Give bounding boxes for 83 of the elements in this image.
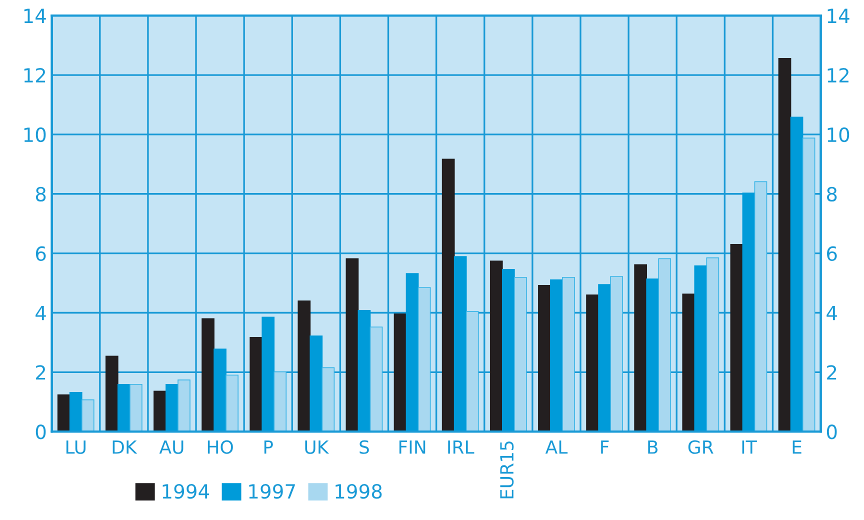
x-tick-label: UK	[305, 440, 330, 454]
x-tick-label: FIN	[399, 440, 426, 454]
bar	[778, 58, 792, 432]
bar	[57, 394, 70, 432]
bar	[406, 273, 419, 432]
bar	[105, 356, 118, 432]
bar	[118, 384, 130, 432]
x-tick-label: S	[360, 440, 369, 454]
x-tick-label: IT	[742, 440, 757, 454]
y-tick-label: 2	[36, 365, 46, 380]
bar	[802, 138, 816, 432]
y2-tick-label: 6	[827, 246, 837, 261]
y-tick-label: 10	[24, 127, 46, 142]
x-tick-label: AL	[545, 440, 568, 454]
bar	[298, 300, 311, 432]
bar	[466, 311, 479, 432]
bar	[226, 374, 238, 432]
bar	[154, 390, 166, 432]
y-tick-label: 4	[36, 306, 46, 320]
y2-tick-label: 14	[828, 8, 850, 23]
y-tick-label: 12	[24, 68, 46, 82]
bar	[454, 256, 467, 432]
bar	[202, 318, 214, 432]
x-tick-label: P	[264, 440, 273, 454]
bar	[490, 260, 503, 432]
bar	[178, 379, 190, 432]
bar	[370, 326, 383, 432]
bar	[214, 348, 226, 432]
y2-tick-label: 4	[826, 306, 837, 320]
bar	[358, 310, 371, 432]
y2-tick-label: 2	[827, 365, 836, 380]
bar	[262, 316, 275, 432]
bar	[310, 336, 323, 432]
bar	[682, 294, 696, 432]
bar	[694, 265, 708, 432]
bar	[646, 278, 660, 432]
y-tick-label: 14	[24, 8, 46, 23]
y2-tick-label: 10	[828, 127, 850, 142]
bar	[166, 384, 178, 432]
bar	[550, 279, 563, 432]
bar	[586, 294, 599, 432]
x-tick-label: GR	[688, 440, 714, 454]
bar	[250, 336, 263, 432]
bar	[394, 314, 407, 432]
y2-tick-label: 12	[828, 68, 848, 82]
x-tick-label: B	[648, 440, 658, 454]
bar	[610, 276, 623, 432]
legend-label: 1994	[162, 484, 210, 499]
y2-tick-label: 8	[826, 186, 837, 202]
y-tick-label: 8	[36, 186, 46, 202]
x-tick-label: F	[601, 440, 609, 454]
legend-label: 1998	[336, 484, 382, 499]
bar	[130, 384, 142, 432]
bar	[69, 392, 82, 432]
bar	[538, 284, 551, 432]
bar	[442, 158, 455, 432]
x-tick-label: DK	[112, 440, 138, 454]
y-tick-label: 6	[36, 246, 46, 261]
x-tick-label: EUR15	[500, 442, 514, 498]
x-tick-label: AU	[159, 440, 184, 454]
bar	[742, 192, 756, 432]
y2-tick-label: 0	[826, 424, 837, 440]
bar	[634, 264, 647, 432]
bar	[754, 181, 768, 432]
x-tick-label: E	[792, 440, 802, 454]
bar	[418, 287, 431, 432]
bar	[790, 116, 804, 432]
bar	[322, 367, 335, 432]
bar	[706, 257, 720, 432]
bar	[502, 268, 515, 432]
x-tick-label: LU	[66, 440, 86, 454]
bar	[81, 399, 94, 432]
legend-label: 1997	[249, 484, 295, 499]
y-tick-label: 0	[36, 424, 46, 440]
bar	[562, 276, 575, 432]
bar	[514, 276, 527, 432]
x-tick-label: IRL	[448, 440, 474, 454]
bar	[346, 258, 359, 432]
x-tick-label: HO	[208, 440, 233, 454]
bar	[730, 244, 744, 432]
bar	[598, 284, 611, 432]
bar	[658, 258, 672, 432]
bar	[274, 371, 287, 432]
